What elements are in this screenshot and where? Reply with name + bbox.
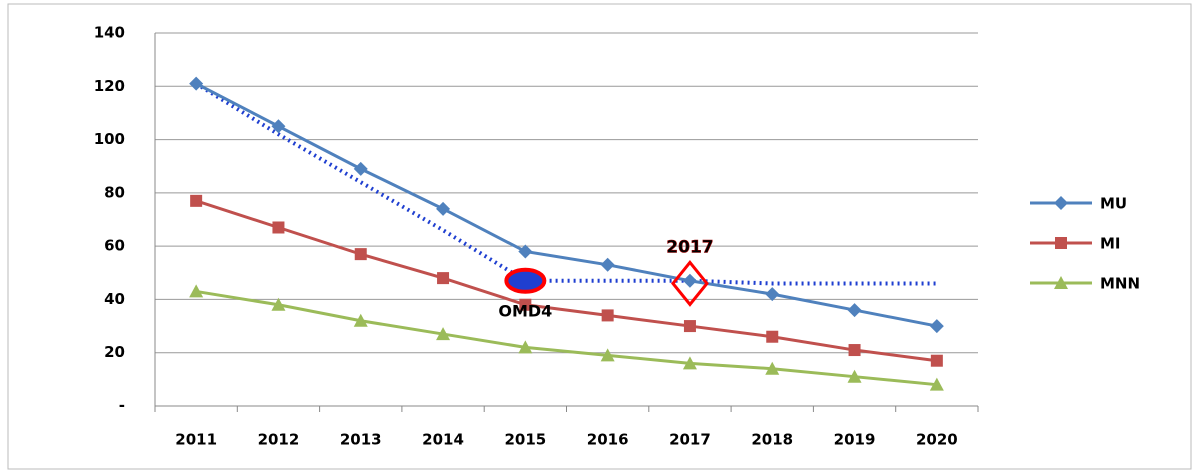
annotation-label: 2017 <box>666 237 713 257</box>
legend-label: MNN <box>1100 275 1140 293</box>
y-tick-label: 40 <box>104 290 125 308</box>
y-tick-label: 20 <box>104 343 125 361</box>
x-tick-label: 2018 <box>751 431 793 449</box>
marker <box>189 284 204 298</box>
marker <box>190 194 203 207</box>
marker <box>189 76 204 91</box>
x-tick-label: 2012 <box>258 431 300 449</box>
marker <box>600 257 615 272</box>
annotation-marker <box>504 267 547 294</box>
y-tick-label: 140 <box>94 24 125 42</box>
marker <box>1054 276 1068 289</box>
series-line <box>195 82 938 328</box>
marker <box>353 161 368 176</box>
marker <box>765 287 780 302</box>
marker <box>600 348 615 362</box>
marker <box>354 248 367 261</box>
marker <box>271 119 286 134</box>
marker <box>929 319 944 334</box>
y-tick-label: - <box>119 397 125 415</box>
y-tick-label: 60 <box>104 237 125 255</box>
x-tick-label: 2017 <box>669 431 711 449</box>
marker <box>847 303 862 318</box>
marker <box>271 297 286 311</box>
marker <box>765 361 780 375</box>
marker <box>847 369 862 383</box>
y-tick-label: 80 <box>104 183 125 201</box>
marker <box>436 327 451 341</box>
marker <box>436 201 451 216</box>
marker <box>930 354 943 367</box>
x-tick-label: 2013 <box>340 431 382 449</box>
x-tick-label: 2014 <box>422 431 464 449</box>
marker <box>848 344 861 357</box>
legend-label: MI <box>1100 235 1121 253</box>
x-tick-label: 2020 <box>916 431 958 449</box>
x-tick-label: 2015 <box>504 431 546 449</box>
marker <box>682 273 697 288</box>
marker <box>1054 196 1068 210</box>
marker <box>683 320 696 333</box>
target-line <box>195 81 937 286</box>
y-tick-label: 120 <box>94 77 125 95</box>
marker <box>272 221 285 234</box>
marker <box>766 330 779 343</box>
marker <box>519 298 532 311</box>
annotation-marker <box>671 260 709 307</box>
x-tick-label: 2011 <box>175 431 217 449</box>
marker <box>518 340 533 354</box>
series-line <box>195 289 937 387</box>
marker <box>682 356 697 370</box>
y-tick-label: 100 <box>94 130 125 148</box>
series-line <box>195 199 938 363</box>
marker <box>1055 237 1067 249</box>
marker <box>353 313 368 327</box>
legend-label: MU <box>1100 195 1127 213</box>
marker <box>437 272 450 285</box>
marker <box>518 244 533 259</box>
marker <box>929 377 944 391</box>
x-tick-label: 2019 <box>834 431 876 449</box>
marker <box>601 309 614 322</box>
chart-border <box>7 3 1192 470</box>
annotation-label: OMD4 <box>498 301 552 320</box>
x-tick-label: 2016 <box>587 431 629 449</box>
